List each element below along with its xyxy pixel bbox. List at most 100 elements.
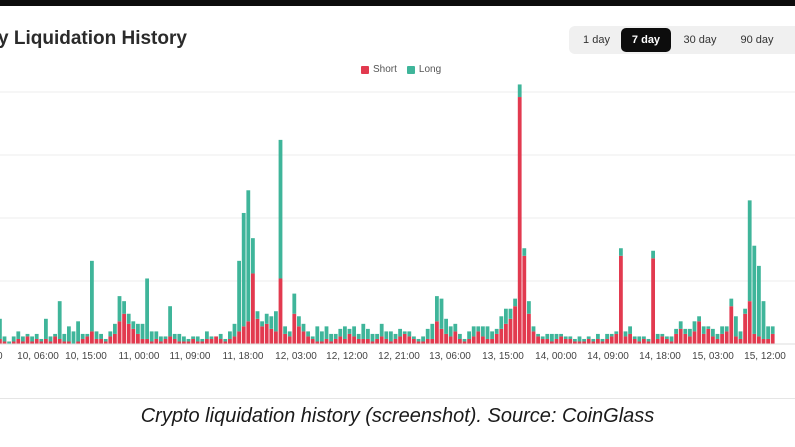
bar-short	[85, 336, 90, 344]
bar-short	[458, 338, 462, 344]
bar-short	[678, 328, 683, 344]
bar-short	[715, 338, 720, 344]
bar-long	[642, 336, 646, 339]
bar-short	[149, 341, 154, 344]
bar-long	[527, 301, 531, 314]
bar-short	[154, 338, 159, 344]
bar-long	[246, 190, 251, 322]
bar-short	[540, 338, 545, 344]
bar-short	[697, 321, 701, 344]
bar-short	[430, 338, 435, 344]
bar-short	[264, 323, 269, 344]
range-90-day-button[interactable]: 90 day	[740, 34, 774, 46]
bar-long	[490, 331, 494, 339]
x-tick-label: 12, 12:00	[326, 351, 368, 362]
bar-long	[85, 333, 90, 337]
bar-long	[430, 323, 435, 339]
bar-short	[577, 341, 582, 344]
bar-long	[614, 331, 619, 334]
bar-short	[494, 333, 499, 344]
bar-long	[632, 336, 637, 339]
bar-long	[306, 331, 310, 337]
bar-short	[651, 258, 655, 344]
legend-item-long[interactable]: Long	[406, 64, 441, 75]
bar-short	[2, 341, 7, 344]
bar-short	[770, 333, 775, 344]
bar-short	[186, 341, 191, 344]
bar-long	[752, 245, 757, 334]
bar-short	[310, 338, 315, 344]
bar-long	[435, 296, 439, 322]
bar-long	[591, 338, 596, 342]
bar-long	[283, 326, 287, 334]
bar-long	[297, 316, 301, 327]
bar-long	[605, 333, 609, 339]
bar-long	[651, 250, 655, 259]
bar-short	[614, 333, 619, 344]
range-30-day-button[interactable]: 30 day	[683, 34, 717, 46]
bar-long	[30, 336, 34, 342]
x-tick-label: 11, 09:00	[170, 351, 211, 362]
bar-long	[264, 313, 269, 324]
bar-short	[113, 333, 117, 344]
bar-short	[619, 255, 623, 344]
bar-short	[605, 338, 609, 344]
range-7-day-button[interactable]: 7 day	[621, 28, 671, 52]
bar-short	[80, 338, 85, 344]
bar-long	[499, 316, 504, 329]
bar-short	[320, 341, 324, 344]
legend-item-short[interactable]: Short	[361, 64, 397, 75]
bar-short	[596, 338, 600, 344]
bar-short	[324, 338, 329, 344]
bar-long	[577, 336, 582, 342]
bar-long	[563, 336, 568, 339]
bar-short	[126, 323, 131, 344]
bar-long	[660, 333, 665, 337]
chart-legend: Short Long	[361, 64, 451, 75]
bar-long	[159, 336, 163, 342]
bar-long	[232, 323, 237, 337]
bar-long	[554, 333, 559, 339]
bar-long	[665, 336, 669, 339]
bar-long	[476, 326, 481, 332]
bar-long	[186, 338, 191, 342]
bar-long	[471, 326, 476, 337]
bar-short	[117, 321, 122, 344]
bar-long	[145, 278, 149, 339]
figure-caption: Crypto liquidation history (screenshot).…	[140, 405, 655, 427]
top-bar	[0, 0, 795, 6]
bar-long	[669, 336, 674, 342]
bar-short	[531, 331, 536, 344]
bar-short	[48, 341, 53, 344]
bar-long	[310, 336, 315, 339]
bar-short	[25, 336, 30, 344]
bar-short	[255, 318, 260, 344]
bar-long	[131, 321, 136, 329]
bar-long	[333, 333, 338, 339]
bar-short	[508, 318, 513, 344]
chart-title: y Liquidation History	[0, 28, 187, 49]
range-1-day-button[interactable]: 1 day	[583, 34, 610, 46]
bar-short	[292, 313, 297, 344]
bar-long	[697, 316, 701, 322]
bar-short	[398, 336, 402, 344]
bar-long	[62, 333, 67, 342]
bar-long	[375, 333, 379, 339]
x-tick-label: 11, 18:00	[223, 351, 264, 362]
bar-short	[393, 338, 398, 344]
x-tick-label: 10, 15:00	[65, 351, 107, 362]
bar-short	[94, 338, 99, 344]
bar-short	[39, 341, 44, 344]
bar-short	[62, 341, 67, 344]
bar-long	[0, 318, 2, 339]
bar-short	[582, 341, 586, 344]
bar-long	[761, 301, 766, 339]
bar-long	[448, 326, 453, 337]
bar-short	[655, 338, 660, 344]
bar-short	[425, 338, 430, 344]
bar-long	[80, 333, 85, 339]
bar-long	[108, 331, 113, 337]
bar-short	[435, 321, 439, 344]
bar-short	[122, 313, 126, 344]
bar-long	[701, 326, 706, 334]
